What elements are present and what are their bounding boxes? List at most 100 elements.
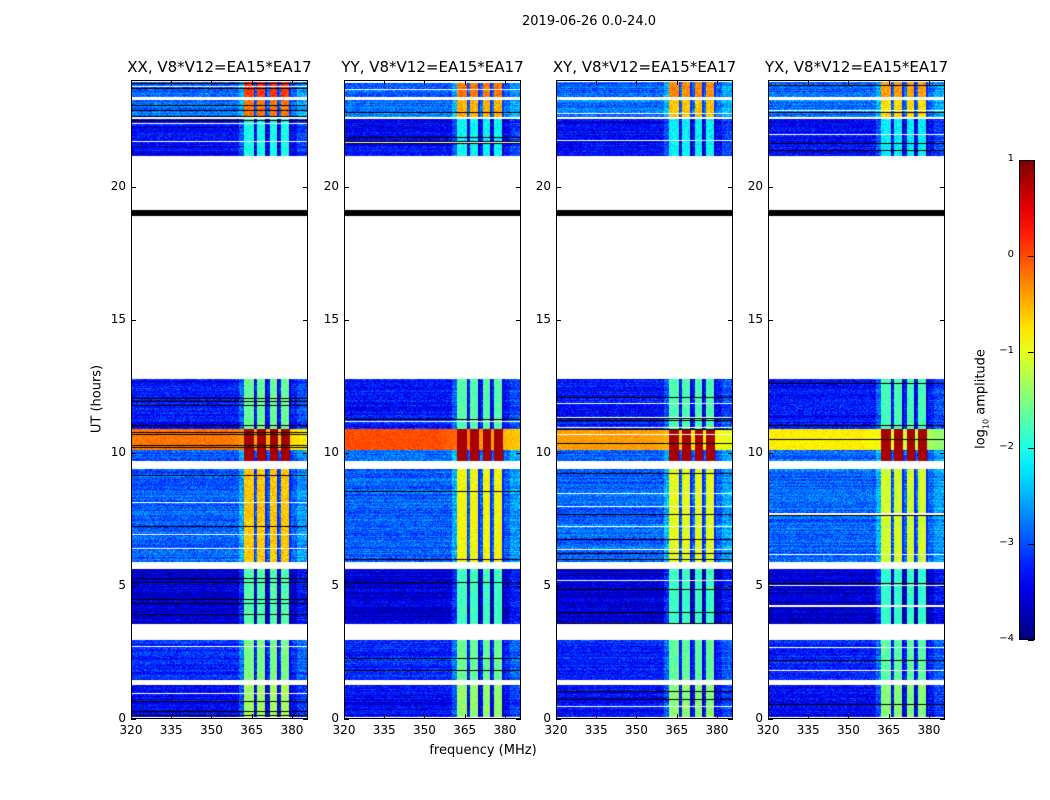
y-tick-mark: [516, 452, 521, 454]
y-tick-label: 10: [110, 444, 126, 459]
suptitle: 2019-06-26 0.0-24.0: [522, 14, 656, 29]
x-tick-label: 335: [372, 723, 396, 737]
x-tick-mark: [848, 80, 850, 85]
y-tick-mark: [940, 319, 945, 321]
x-tick-mark: [211, 80, 213, 85]
y-tick-label: 10: [323, 444, 339, 459]
y-tick-label: 5: [755, 577, 763, 592]
x-tick-label: 350: [837, 723, 860, 737]
y-tick-mark: [131, 719, 136, 720]
y-tick-label: 15: [535, 311, 551, 326]
waterfall-panel-xx: [131, 80, 308, 719]
waterfall-panel-yx: [768, 80, 945, 719]
waterfall-heatmap: [345, 81, 520, 718]
waterfall-heatmap: [132, 81, 307, 718]
x-tick-mark: [291, 714, 293, 719]
y-tick-mark: [768, 319, 773, 321]
x-tick-mark: [676, 714, 678, 719]
panel-title: XX, V8*V12=EA15*EA17: [127, 58, 312, 76]
x-tick-label: 335: [159, 723, 183, 737]
y-tick-mark: [556, 452, 561, 454]
x-tick-mark: [424, 80, 426, 85]
y-tick-mark: [556, 186, 561, 188]
panel-title: XY, V8*V12=EA15*EA17: [552, 58, 737, 76]
y-tick-label: 20: [110, 178, 126, 193]
x-tick-mark: [596, 80, 598, 85]
x-tick-label: 365: [877, 723, 901, 737]
x-tick-mark: [504, 80, 506, 85]
y-tick-mark: [344, 585, 349, 587]
x-tick-mark: [556, 80, 557, 85]
x-tick-mark: [344, 714, 345, 719]
y-tick-mark: [131, 452, 136, 454]
x-tick-mark: [344, 80, 345, 85]
x-tick-mark: [171, 80, 173, 85]
x-tick-label: 380: [493, 723, 517, 737]
colorbar-label-sub: 10: [981, 418, 991, 430]
y-tick-mark: [516, 319, 521, 321]
y-tick-mark: [768, 585, 773, 587]
y-tick-label: 20: [323, 178, 339, 193]
y-tick-mark: [768, 452, 773, 454]
y-tick-mark: [303, 186, 308, 188]
y-tick-mark: [728, 186, 733, 188]
x-tick-label: 335: [584, 723, 608, 737]
y-tick-mark: [303, 319, 308, 321]
y-tick-mark: [728, 585, 733, 587]
y-tick-mark: [556, 585, 561, 587]
y-tick-mark: [940, 719, 945, 720]
x-tick-mark: [131, 714, 132, 719]
y-tick-label: 20: [747, 178, 763, 193]
y-tick-mark: [131, 319, 136, 321]
x-tick-mark: [291, 80, 293, 85]
colorbar: [1019, 160, 1035, 640]
x-tick-mark: [676, 80, 678, 85]
x-tick-mark: [768, 714, 769, 719]
y-tick-mark: [940, 585, 945, 587]
x-tick-mark: [464, 714, 466, 719]
y-tick-mark: [728, 452, 733, 454]
panel-title: YY, V8*V12=EA15*EA17: [341, 58, 524, 76]
x-tick-mark: [808, 714, 810, 719]
x-tick-label: 320: [756, 723, 780, 737]
colorbar-tick-label: −1: [999, 345, 1014, 356]
y-tick-label: 0: [755, 711, 763, 725]
y-tick-mark: [344, 719, 349, 720]
y-tick-mark: [556, 319, 561, 321]
colorbar-tick-mark: [1028, 544, 1034, 545]
x-tick-mark: [384, 80, 386, 85]
y-tick-mark: [303, 719, 308, 720]
x-tick-mark: [808, 80, 810, 85]
x-tick-mark: [596, 714, 598, 719]
y-tick-mark: [516, 719, 521, 720]
y-tick-mark: [344, 186, 349, 188]
y-tick-mark: [303, 452, 308, 454]
x-tick-mark: [848, 714, 850, 719]
x-axis-label: frequency (MHz): [429, 743, 537, 758]
x-tick-mark: [211, 714, 213, 719]
y-tick-mark: [940, 452, 945, 454]
x-tick-mark: [384, 714, 386, 719]
y-tick-label: 15: [110, 311, 126, 326]
y-tick-mark: [344, 452, 349, 454]
x-tick-mark: [888, 80, 890, 85]
colorbar-tick-mark: [1028, 256, 1034, 257]
x-tick-label: 380: [917, 723, 941, 737]
y-tick-label: 20: [535, 178, 551, 193]
y-tick-label: 15: [747, 311, 763, 326]
x-tick-mark: [131, 80, 132, 85]
x-tick-label: 320: [332, 723, 356, 737]
x-tick-mark: [251, 714, 253, 719]
colorbar-tick-mark: [1028, 352, 1034, 353]
y-tick-mark: [131, 585, 136, 587]
panel-title: YX, V8*V12=EA15*EA17: [764, 58, 949, 76]
colorbar-tick-label: −3: [999, 537, 1014, 548]
x-tick-mark: [504, 714, 506, 719]
y-tick-mark: [728, 719, 733, 720]
y-tick-mark: [768, 719, 773, 720]
y-tick-mark: [768, 186, 773, 188]
colorbar-label-rest: amplitude: [973, 349, 989, 419]
y-tick-label: 0: [118, 711, 126, 725]
x-tick-label: 350: [413, 723, 436, 737]
